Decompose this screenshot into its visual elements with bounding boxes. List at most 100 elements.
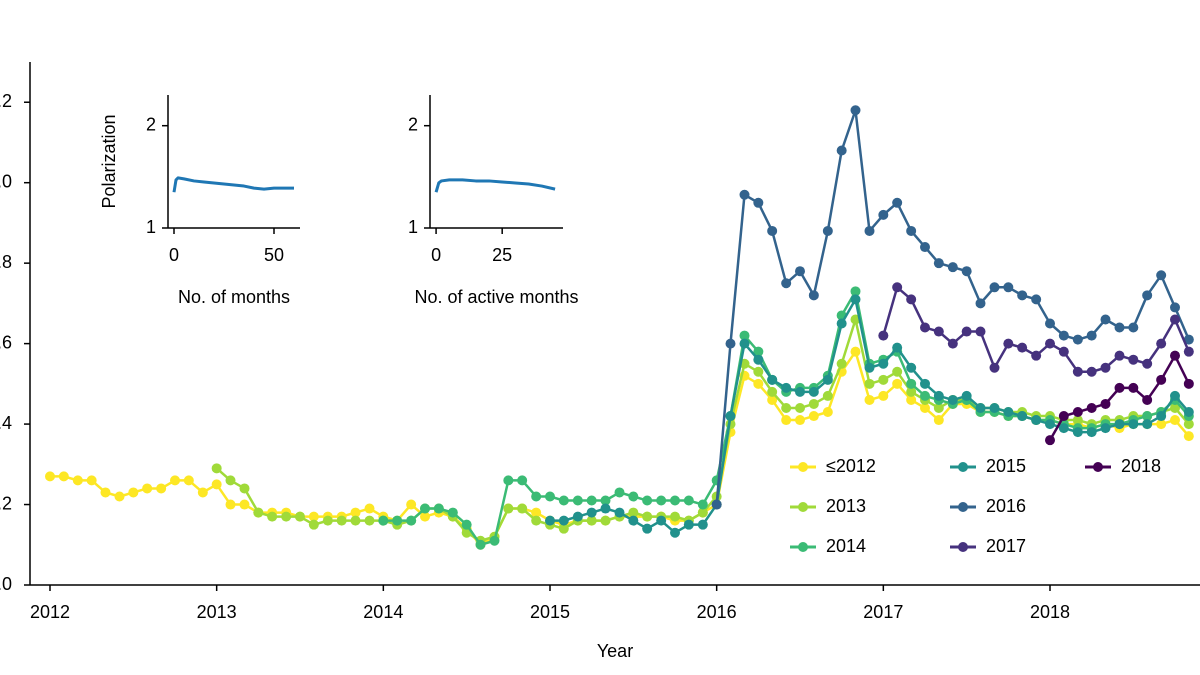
legend-marker: [798, 542, 808, 552]
data-point: [670, 527, 680, 538]
legend-label: 2014: [826, 536, 866, 556]
data-point: [364, 515, 375, 526]
data-point: [725, 411, 736, 422]
data-point: [850, 286, 861, 297]
data-point: [1170, 402, 1180, 413]
data-point: [1156, 338, 1167, 349]
data-point: [961, 266, 972, 277]
data-point: [947, 394, 958, 405]
data-point: [531, 515, 542, 526]
x-tick-label: 2012: [30, 602, 70, 622]
series-line: [715, 109, 1190, 505]
data-point: [545, 491, 555, 502]
data-point: [683, 495, 694, 506]
data-point: [933, 415, 944, 426]
legend-marker: [958, 542, 968, 552]
x-tick-label: 25: [492, 245, 512, 265]
data-point: [975, 298, 986, 309]
data-point: [1100, 362, 1111, 373]
data-point: [1045, 318, 1055, 329]
data-point: [656, 515, 667, 526]
data-point: [1114, 322, 1125, 333]
data-point: [1100, 314, 1111, 325]
data-point: [1170, 390, 1180, 401]
data-point: [142, 483, 153, 494]
legend-label: 2018: [1121, 456, 1161, 476]
data-point: [239, 483, 250, 494]
y-tick-label: 1: [146, 217, 156, 237]
data-point: [1072, 407, 1083, 418]
data-point: [503, 475, 514, 486]
y-tick-label: 1.2: [0, 91, 12, 111]
x-tick-label: 2018: [1030, 602, 1070, 622]
y-axis-label: Polarization: [99, 114, 119, 208]
data-point: [808, 386, 819, 397]
data-point: [406, 515, 417, 526]
legend-marker: [958, 502, 968, 512]
y-tick-label: 0.0: [0, 574, 12, 594]
data-point: [1170, 302, 1180, 313]
data-point: [1072, 334, 1083, 345]
data-point: [767, 386, 778, 397]
data-point: [753, 346, 764, 357]
data-point: [322, 515, 333, 526]
x-tick-label: 0: [169, 245, 179, 265]
data-point: [878, 209, 889, 220]
y-tick-label: 2: [408, 114, 418, 134]
data-point: [1128, 382, 1139, 393]
data-point: [836, 358, 847, 369]
data-point: [558, 523, 569, 534]
data-point: [156, 483, 167, 494]
data-point: [1017, 411, 1028, 422]
data-point: [892, 197, 903, 208]
data-point: [670, 511, 680, 522]
data-point: [225, 499, 236, 510]
data-point: [906, 394, 917, 405]
data-point: [1045, 435, 1055, 446]
data-point: [753, 354, 764, 365]
data-point: [475, 539, 486, 550]
data-point: [947, 262, 958, 273]
data-point: [795, 386, 805, 397]
data-point: [850, 346, 861, 357]
data-point: [114, 491, 125, 502]
data-point: [906, 386, 917, 397]
data-point: [739, 189, 750, 200]
data-point: [267, 511, 278, 522]
data-point: [920, 242, 930, 253]
data-point: [933, 258, 944, 269]
data-point: [1170, 350, 1180, 361]
data-point: [878, 374, 889, 385]
data-point: [517, 503, 528, 514]
legend-marker: [1093, 462, 1103, 472]
legend-label: ≤2012: [826, 456, 876, 476]
data-point: [697, 519, 708, 530]
data-point: [753, 197, 764, 208]
y-tick-label: 0.8: [0, 252, 12, 272]
data-point: [600, 495, 611, 506]
x-axis-label: No. of active months: [414, 287, 578, 307]
data-point: [503, 503, 514, 514]
data-point: [781, 278, 792, 289]
legend-label: 2016: [986, 496, 1026, 516]
data-point: [1156, 419, 1167, 430]
data-point: [350, 515, 361, 526]
data-point: [864, 378, 875, 389]
data-point: [558, 515, 569, 526]
data-point: [711, 499, 722, 510]
data-point: [586, 515, 597, 526]
data-point: [1114, 419, 1125, 430]
legend-marker: [958, 462, 968, 472]
data-point: [947, 338, 958, 349]
data-point: [1156, 270, 1167, 281]
data-point: [1183, 431, 1194, 442]
data-point: [586, 495, 597, 506]
data-point: [433, 503, 444, 514]
data-point: [822, 374, 833, 385]
data-point: [961, 326, 972, 337]
data-point: [531, 491, 542, 502]
data-point: [1058, 411, 1069, 422]
y-tick-label: 2: [146, 114, 156, 134]
legend-label: 2013: [826, 496, 866, 516]
